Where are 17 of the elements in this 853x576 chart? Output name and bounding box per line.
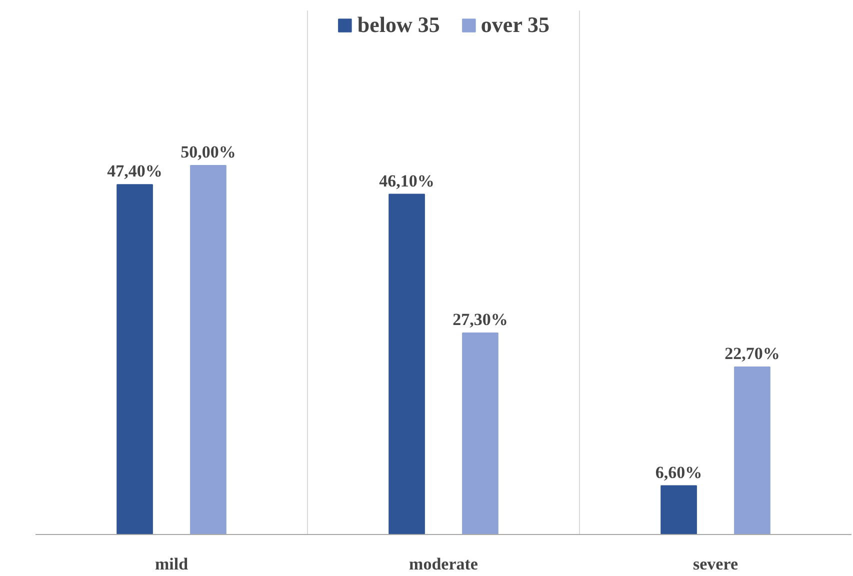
- legend-label: below 35: [357, 12, 440, 38]
- bar: [116, 184, 153, 534]
- legend-label: over 35: [480, 12, 550, 38]
- bar: [388, 194, 425, 534]
- data-label: 47,40%: [107, 162, 162, 181]
- bar: [462, 332, 498, 534]
- x-tick-label: severe: [693, 554, 738, 574]
- x-tick-label: mild: [154, 554, 189, 574]
- data-label: 6,60%: [655, 462, 702, 482]
- data-label: 22,70%: [724, 344, 780, 363]
- x-tick-label: moderate: [409, 554, 478, 574]
- data-label: 46,10%: [379, 171, 434, 190]
- data-label: 27,30%: [452, 310, 508, 330]
- bar: [734, 366, 770, 534]
- bar: [660, 485, 697, 534]
- data-label: 50,00%: [180, 142, 236, 162]
- bar: [190, 164, 226, 534]
